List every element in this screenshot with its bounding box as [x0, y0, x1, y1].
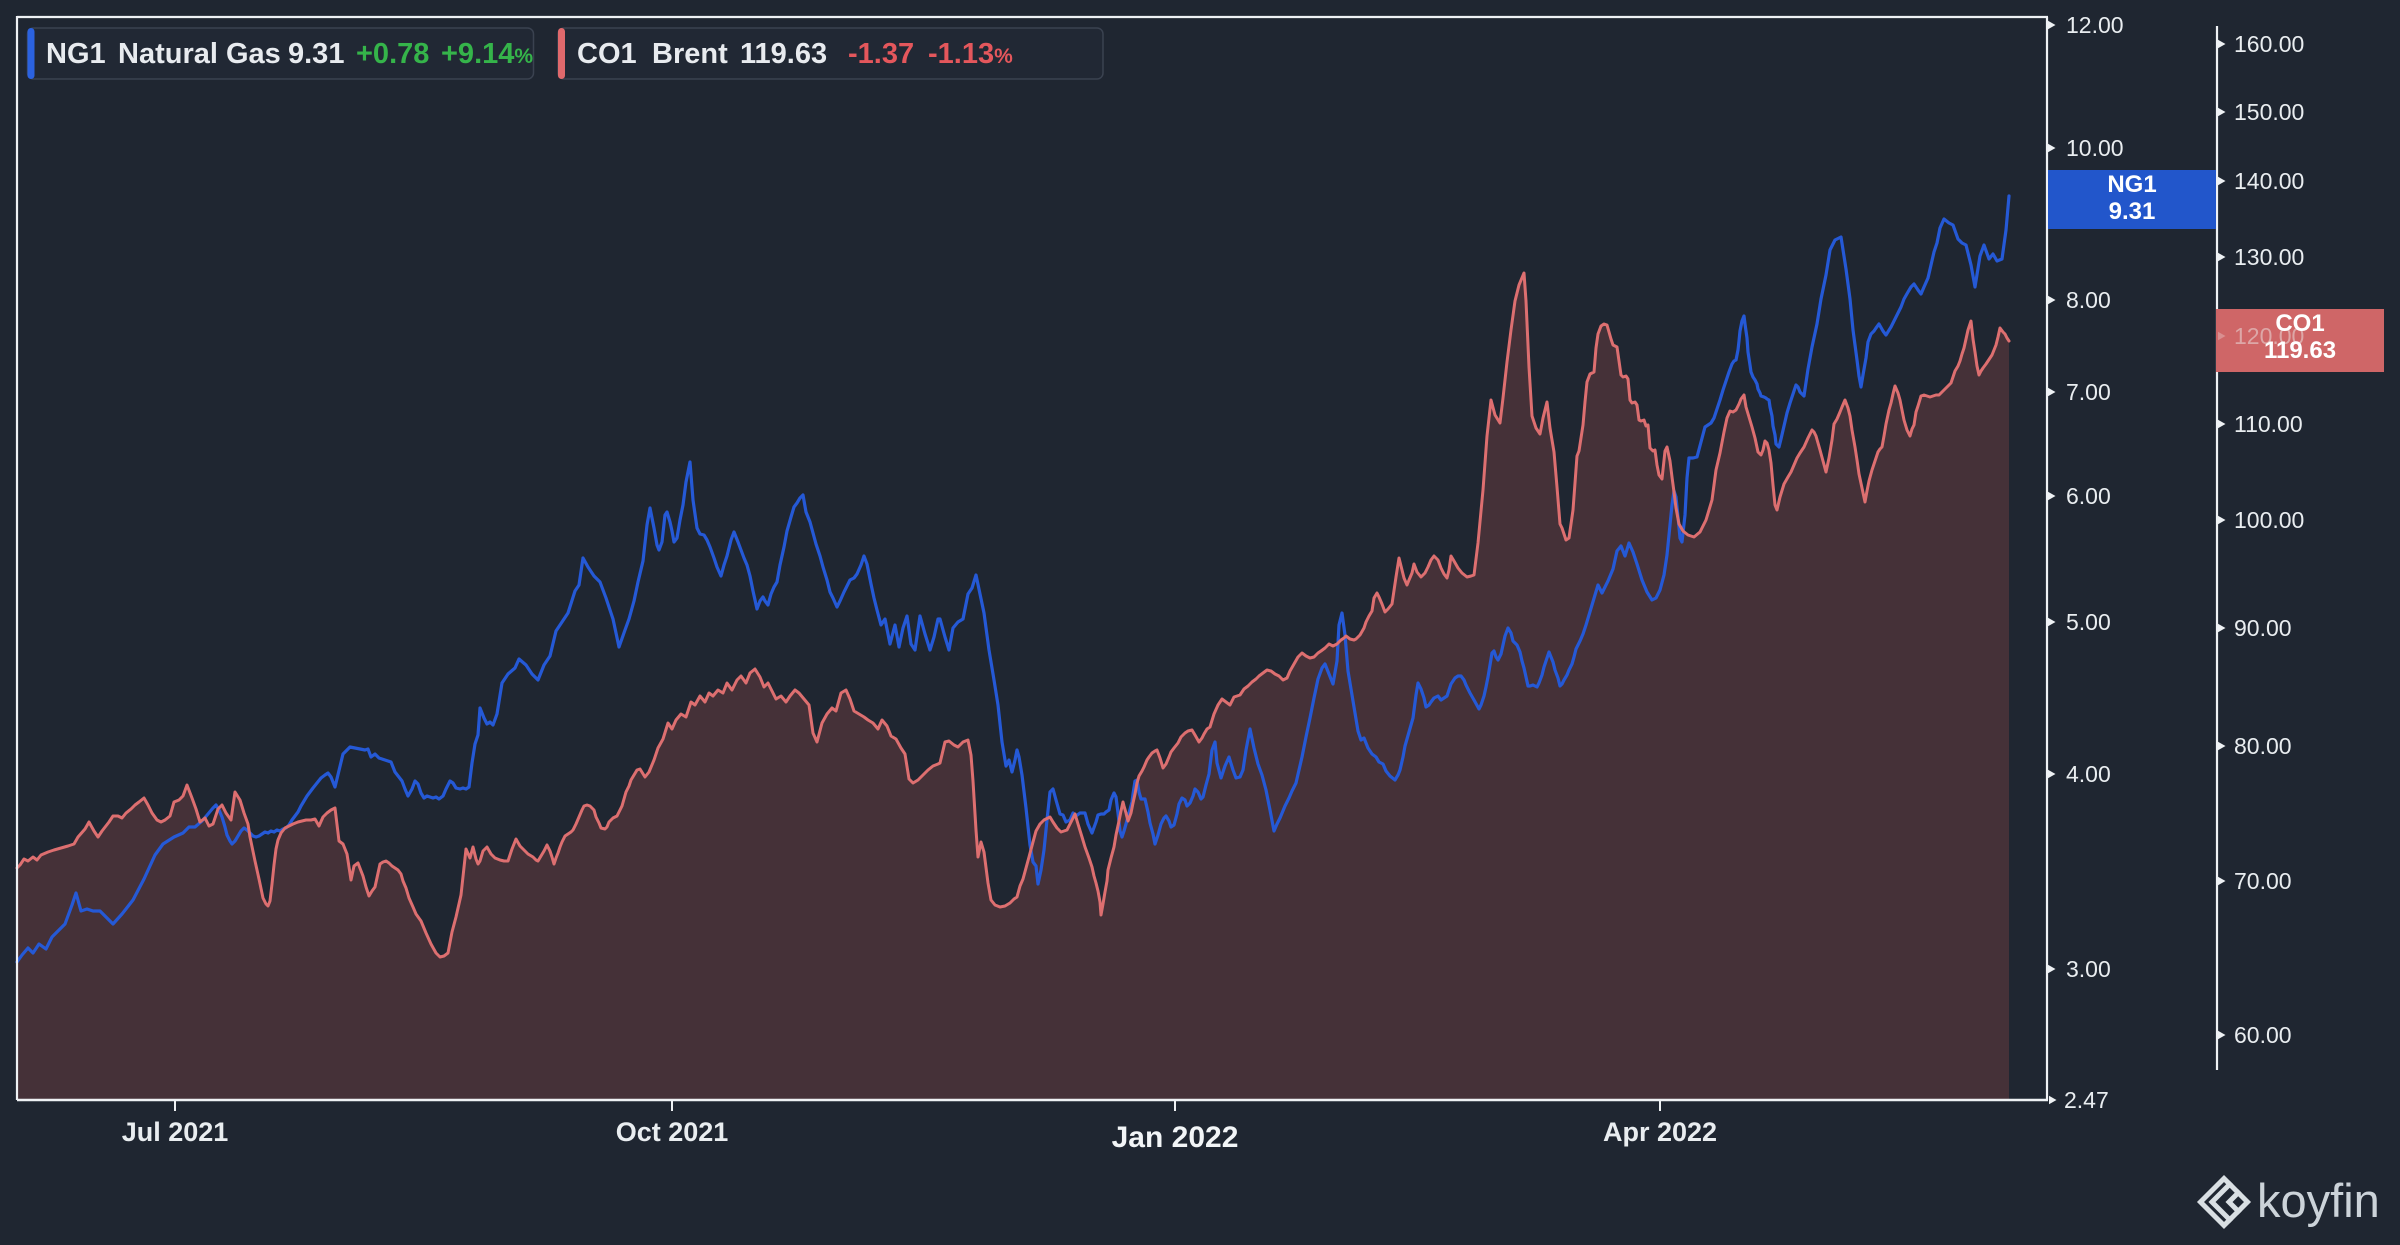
- svg-text:119.63: 119.63: [740, 38, 827, 70]
- svg-text:70.00: 70.00: [2234, 868, 2292, 894]
- svg-text:140.00: 140.00: [2234, 168, 2304, 194]
- svg-text:Natural Gas: Natural Gas: [118, 38, 281, 70]
- svg-text:90.00: 90.00: [2234, 615, 2292, 641]
- svg-text:Apr 2022: Apr 2022: [1603, 1117, 1717, 1147]
- svg-text:10.00: 10.00: [2066, 135, 2124, 161]
- svg-text:4.00: 4.00: [2066, 761, 2111, 787]
- svg-text:Oct 2021: Oct 2021: [616, 1117, 729, 1147]
- svg-text:160.00: 160.00: [2234, 31, 2304, 57]
- svg-text:CO1: CO1: [577, 38, 637, 70]
- svg-text:2.47: 2.47: [2064, 1087, 2109, 1113]
- svg-text:110.00: 110.00: [2234, 411, 2303, 437]
- svg-text:150.00: 150.00: [2234, 99, 2304, 125]
- svg-text:3.00: 3.00: [2066, 956, 2111, 982]
- svg-text:NG1: NG1: [46, 38, 106, 70]
- svg-text:-1.13%: -1.13%: [928, 38, 1013, 70]
- svg-text:Jan 2022: Jan 2022: [1112, 1121, 1239, 1154]
- svg-text:60.00: 60.00: [2234, 1022, 2292, 1048]
- svg-text:130.00: 130.00: [2234, 244, 2304, 270]
- svg-text:+0.78: +0.78: [356, 38, 429, 70]
- svg-text:CO1: CO1: [2275, 310, 2324, 337]
- svg-text:NG1: NG1: [2107, 171, 2156, 198]
- svg-text:120.00: 120.00: [2234, 323, 2304, 349]
- svg-text:6.00: 6.00: [2066, 483, 2111, 509]
- svg-text:12.00: 12.00: [2066, 12, 2124, 38]
- svg-text:119.63: 119.63: [2264, 337, 2336, 364]
- svg-text:koyfin: koyfin: [2257, 1174, 2380, 1227]
- svg-text:Jul 2021: Jul 2021: [122, 1117, 229, 1147]
- svg-text:7.00: 7.00: [2066, 379, 2111, 405]
- svg-text:100.00: 100.00: [2234, 507, 2304, 533]
- svg-text:80.00: 80.00: [2234, 733, 2292, 759]
- svg-text:-1.37: -1.37: [848, 38, 914, 70]
- svg-text:5.00: 5.00: [2066, 609, 2111, 635]
- svg-text:8.00: 8.00: [2066, 287, 2111, 313]
- svg-text:Brent: Brent: [652, 38, 728, 70]
- svg-text:9.31: 9.31: [288, 38, 344, 70]
- svg-text:9.31: 9.31: [2109, 198, 2156, 225]
